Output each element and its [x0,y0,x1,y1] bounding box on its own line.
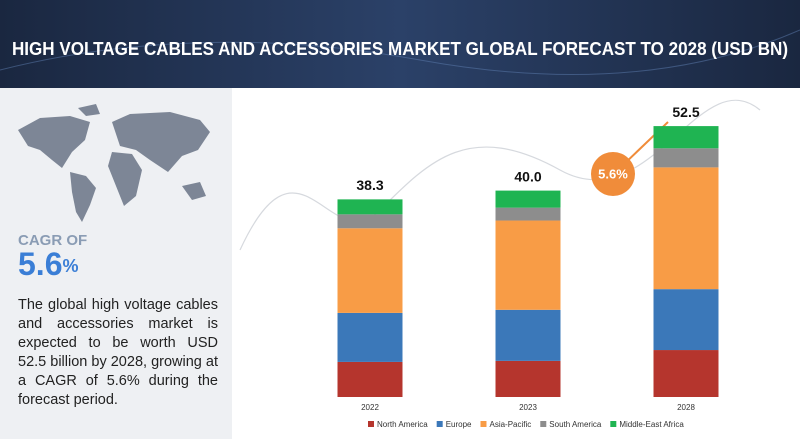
bar-segment [495,190,561,208]
bar-segment [495,207,561,221]
total-label: 40.0 [514,168,541,184]
bar-segment [495,309,561,361]
legend-label: Europe [446,420,472,429]
world-map [18,104,210,222]
bar-segment [337,199,403,215]
bar-segment [337,228,403,313]
cagr-badge-label: 5.6% [598,166,628,181]
bar-segment [653,126,719,149]
bar-segment [653,289,719,351]
description: The global high voltage cables and acces… [18,297,218,408]
legend-swatch [480,421,487,427]
legend-label: South America [549,420,602,429]
bar-segment [495,220,561,310]
legend-swatch [436,421,443,427]
x-tick-label: 2023 [519,403,537,412]
legend-label: Asia-Pacific [489,420,531,429]
total-label: 52.5 [672,104,699,120]
bar-segment [653,167,719,290]
legend-swatch [610,421,617,427]
legend-swatch [540,421,547,427]
bar-segment [653,148,719,168]
x-tick-label: 2028 [677,403,695,412]
legend-label: Middle-East Africa [619,420,684,429]
bar-segment [495,360,561,397]
legend-swatch [368,421,374,427]
cagr-badge [591,152,635,196]
bar-segment [337,361,403,397]
bar-segment [337,312,403,362]
bar-segment [653,350,719,397]
title: HIGH VOLTAGE CABLES AND ACCESSORIES MARK… [12,39,788,59]
decor-line [0,29,800,76]
legend-label: North America [377,420,428,429]
total-label: 38.3 [356,177,383,193]
cagr-unit: % [62,256,78,276]
header-band [0,0,800,88]
cagr-number: 5.6 [18,246,62,282]
cagr-caption: CAGR OF [18,232,87,249]
bar-segment [337,214,403,229]
cagr-value: 5.6% [18,246,79,282]
x-tick-label: 2022 [361,403,379,412]
